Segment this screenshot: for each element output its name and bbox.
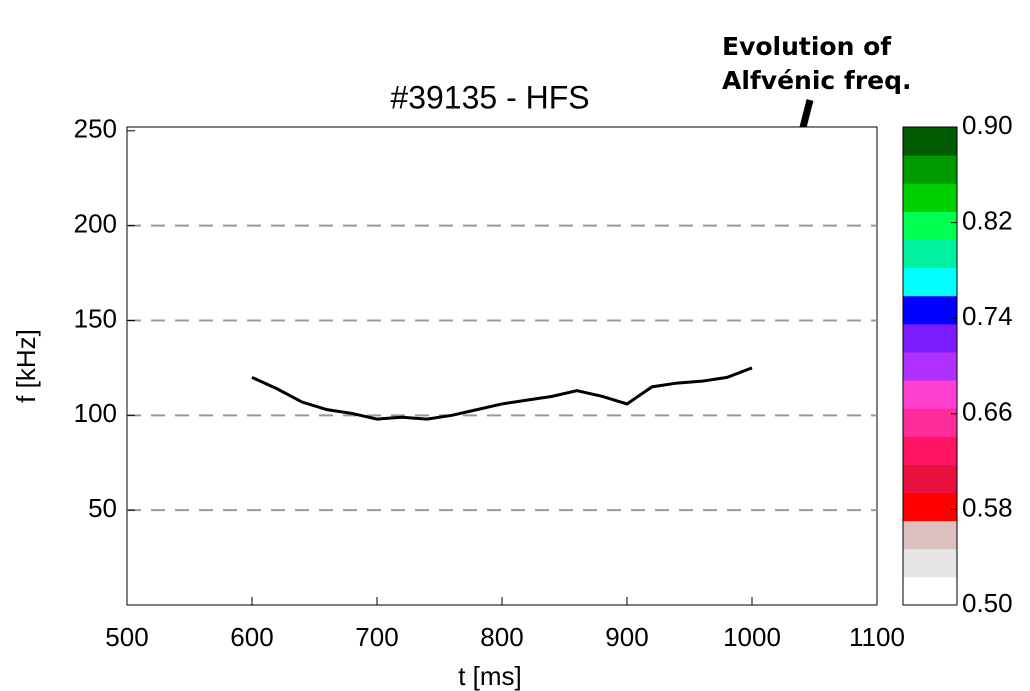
- x-tick-label: 700: [355, 622, 398, 652]
- colorbar-tick-label: 0.50: [962, 588, 1013, 618]
- annotation: Evolution of: [722, 32, 892, 61]
- colorbar-band: [903, 267, 957, 297]
- colorbar-band: [903, 295, 957, 325]
- colorbar-tick-label: 0.58: [962, 492, 1013, 522]
- x-tick-label: 500: [105, 622, 148, 652]
- colorbar-band: [903, 492, 957, 522]
- colorbar-band: [903, 127, 957, 156]
- colorbar-band: [903, 464, 957, 494]
- colorbar-tick-label: 0.74: [962, 301, 1013, 331]
- colorbar-band: [903, 576, 957, 606]
- x-tick-label: 600: [230, 622, 273, 652]
- y-tick-label: 100: [74, 398, 117, 428]
- plot-area: [126, 126, 878, 606]
- colorbar-band: [903, 323, 957, 353]
- y-tick-label: 50: [88, 493, 117, 523]
- y-tick-label: 200: [74, 209, 117, 239]
- colorbar-tick-label: 0.90: [962, 110, 1013, 140]
- x-axis-label: t [ms]: [458, 661, 522, 691]
- y-tick-label: 250: [74, 114, 117, 144]
- colorbar-band: [903, 183, 957, 212]
- chart-title: #39135 - HFS: [390, 79, 589, 115]
- data-line: [251, 366, 753, 421]
- colorbar-tick-label: 0.66: [962, 397, 1013, 427]
- x-tick-label: 900: [605, 622, 648, 652]
- colorbar-band: [903, 380, 957, 409]
- annotation: Alfvénic freq.: [722, 66, 912, 95]
- x-tick-label: 1000: [723, 622, 781, 652]
- colorbar-band: [903, 436, 957, 465]
- colorbar-band: [903, 548, 957, 578]
- colorbar-band: [903, 155, 957, 184]
- colorbar-band: [903, 520, 957, 550]
- colorbar-tick-label: 0.82: [962, 205, 1013, 235]
- y-axis-label: f [kHz]: [11, 329, 41, 403]
- colorbar-band: [903, 211, 957, 240]
- colorbar-frame: [902, 126, 958, 606]
- x-tick-label: 800: [480, 622, 523, 652]
- y-tick-label: 150: [74, 303, 117, 333]
- colorbar-band: [903, 239, 957, 269]
- x-tick-label: 1100: [849, 622, 905, 652]
- colorbar-band: [903, 351, 957, 381]
- colorbar-band: [903, 408, 957, 437]
